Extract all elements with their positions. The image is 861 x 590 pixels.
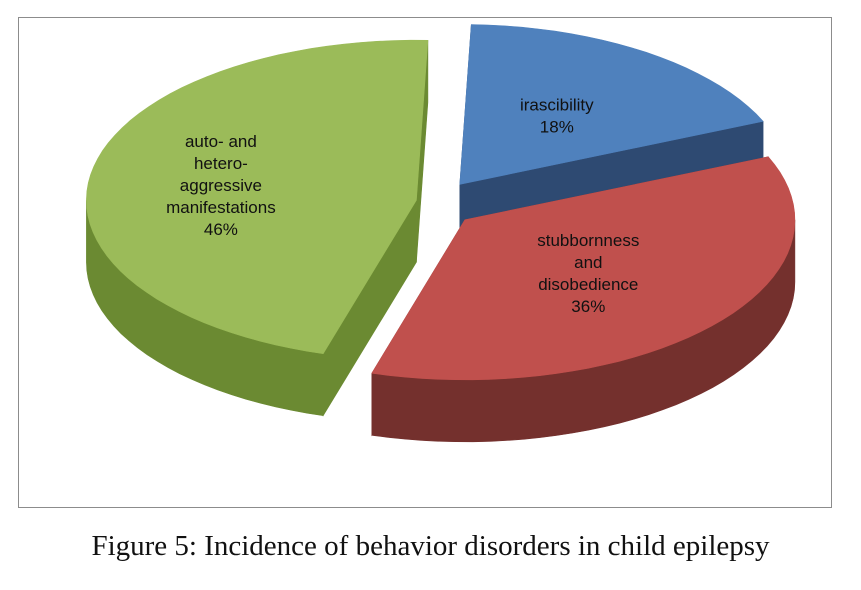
- slice-label: stubbornness and disobedience 36%: [537, 231, 639, 316]
- slice-name-line: manifestations: [166, 198, 276, 217]
- pie-slice: [86, 39, 429, 417]
- slice-top-face: [459, 24, 764, 185]
- slice-label: irascibility 18%: [520, 96, 594, 137]
- slice-name-line: stubbornness: [537, 231, 639, 250]
- slice-value-label: 18%: [540, 118, 574, 137]
- slice-top-face: [86, 39, 429, 355]
- slice-name-line: auto- and: [185, 132, 257, 151]
- slice-name-line: aggressive: [180, 176, 262, 195]
- pie-chart: irascibility 18% stubbornness and disobedien…: [86, 24, 796, 443]
- slice-label: auto- and hetero-aggressive manifestations…: [166, 132, 276, 239]
- pie-slice: [371, 156, 796, 443]
- chart-frame: irascibility 18% stubbornness and disobedien…: [18, 17, 832, 508]
- slice-name-line: and: [574, 253, 602, 272]
- slice-value-label: 46%: [204, 220, 238, 239]
- figure-caption: Figure 5: Incidence of behavior disorder…: [91, 530, 770, 562]
- slice-top-face: [371, 156, 796, 381]
- slice-name-line: hetero-: [194, 154, 248, 173]
- slice-name-line: irascibility: [520, 96, 594, 115]
- slice-name-line: disobedience: [538, 275, 638, 294]
- slice-value-label: 36%: [571, 297, 605, 316]
